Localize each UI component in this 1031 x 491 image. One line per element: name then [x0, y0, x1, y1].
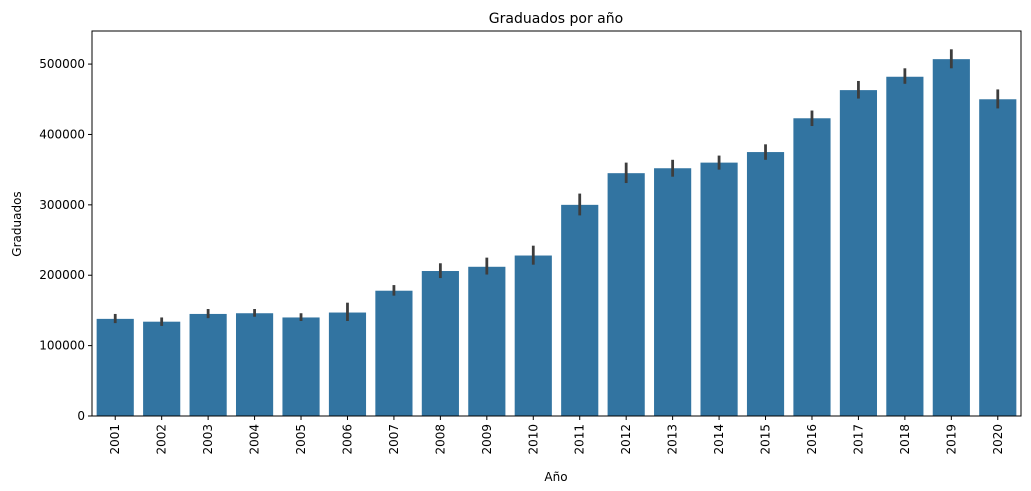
- bar-2005: [282, 317, 320, 416]
- x-tick-label: 2002: [155, 424, 169, 455]
- x-tick-label: 2010: [526, 424, 540, 455]
- bar-2016: [793, 118, 831, 416]
- bar-2019: [932, 59, 970, 416]
- x-tick-label: 2020: [991, 424, 1005, 455]
- bar-2015: [746, 152, 785, 416]
- error-bars-group: [113, 49, 1000, 326]
- bar-2012: [607, 173, 645, 416]
- y-axis-label: Graduados: [10, 191, 24, 256]
- bar-2011: [561, 204, 599, 416]
- x-axis-label: Año: [544, 470, 567, 484]
- bar-2004: [235, 313, 274, 416]
- x-tick-label: 2007: [387, 424, 401, 455]
- y-axis: 0 100000 200000 300000 400000 500000: [39, 57, 92, 423]
- bar-2003: [189, 313, 227, 416]
- x-tick-label: 2017: [851, 424, 865, 455]
- bar-2007: [375, 290, 413, 416]
- x-tick-label: 2005: [294, 424, 308, 455]
- bar-2018: [886, 76, 924, 416]
- x-tick-label: 2008: [433, 424, 447, 455]
- y-tick-label: 200000: [39, 268, 85, 282]
- y-tick-label: 400000: [39, 127, 85, 141]
- y-tick-label: 500000: [39, 57, 85, 71]
- bar-2020: [979, 99, 1017, 416]
- bar-2001: [96, 318, 134, 416]
- bar-2014: [700, 162, 738, 416]
- bar-2013: [654, 168, 692, 416]
- y-tick-label: 100000: [39, 339, 85, 353]
- x-tick-label: 2004: [248, 424, 262, 455]
- x-tick-label: 2012: [619, 424, 633, 455]
- y-tick-label: 300000: [39, 198, 85, 212]
- bar-2006: [328, 312, 367, 416]
- bars-group: [96, 59, 1017, 416]
- x-tick-label: 2013: [666, 424, 680, 455]
- x-tick-label: 2018: [898, 424, 912, 455]
- y-tick-label: 0: [77, 409, 85, 423]
- x-tick-label: 2015: [759, 424, 773, 455]
- x-tick-label: 2001: [108, 424, 122, 455]
- x-tick-label: 2011: [573, 424, 587, 455]
- plot-frame: [91, 30, 1022, 417]
- chart-title: Graduados por año: [489, 11, 623, 27]
- x-tick-label: 2019: [944, 424, 958, 455]
- bar-2010: [514, 255, 552, 416]
- x-axis: 2001 2002 2003 2004 2005 2006 2007 2008 2009 2010…: [108, 416, 1005, 455]
- bar-2008: [421, 271, 459, 416]
- x-tick-label: 2016: [805, 424, 819, 455]
- x-tick-label: 2003: [201, 424, 215, 455]
- bar-2017: [839, 90, 878, 416]
- x-tick-label: 2006: [340, 424, 354, 455]
- bar-2002: [143, 321, 181, 416]
- x-tick-label: 2014: [712, 424, 726, 455]
- x-tick-label: 2009: [480, 424, 494, 455]
- bar-2009: [468, 266, 506, 416]
